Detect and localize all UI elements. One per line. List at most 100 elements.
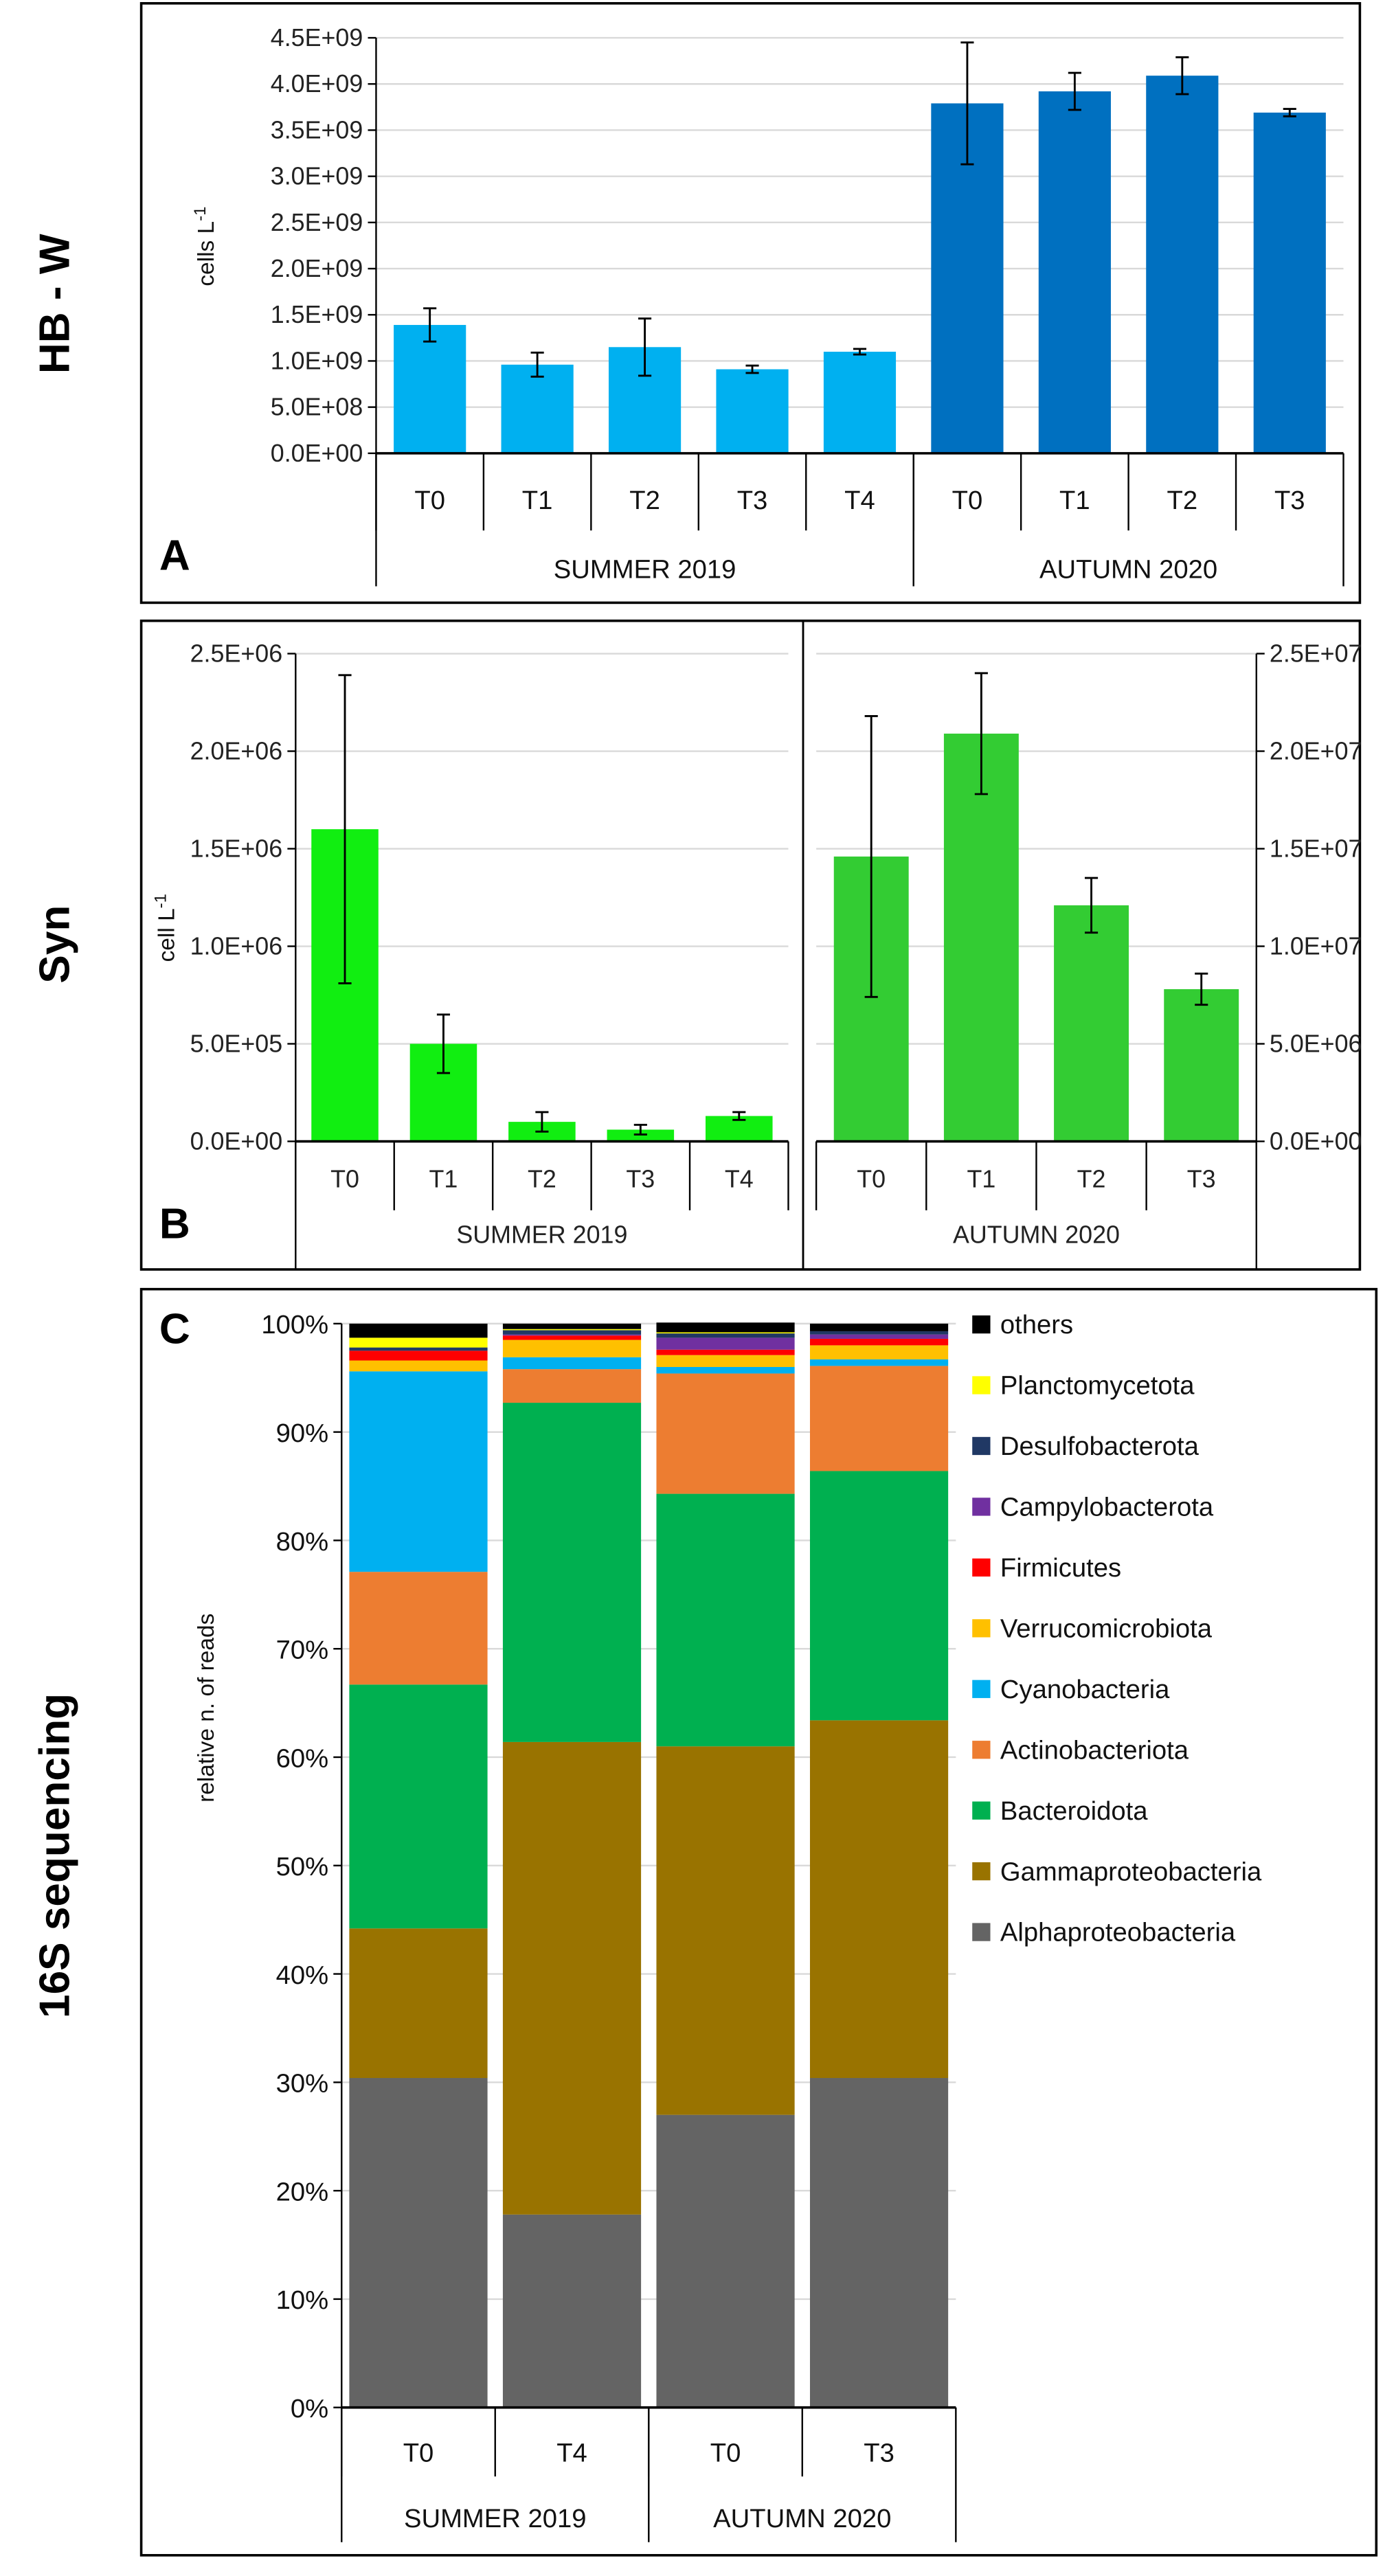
bar-segment-firmicutes xyxy=(809,1338,949,1346)
y-tick-label: 5.0E+05 xyxy=(190,1030,283,1057)
y-tick-label: 3.0E+09 xyxy=(271,163,363,190)
legend-swatch xyxy=(972,1558,991,1577)
category-label: T4 xyxy=(725,1165,754,1193)
y-tick-label: 80% xyxy=(276,1527,329,1557)
bar-segment-cyanobacteria xyxy=(349,1371,488,1572)
legend-swatch xyxy=(972,1741,991,1759)
category-label: T1 xyxy=(1059,486,1090,515)
bar-segment-cyanobacteria xyxy=(809,1359,949,1366)
legend-swatch xyxy=(972,1315,991,1334)
y-tick-label: 40% xyxy=(276,1961,329,1990)
bar-segment-bacteroidota xyxy=(809,1471,949,1721)
category-label: T4 xyxy=(844,486,875,515)
group-label: AUTUMN 2020 xyxy=(1039,555,1217,585)
bar xyxy=(943,733,1019,1142)
bar-segment-planctomycetota xyxy=(502,1329,642,1331)
y-tick-label: 0.0E+00 xyxy=(1270,1127,1362,1155)
legend-swatch xyxy=(972,1923,991,1941)
panel-a-frame xyxy=(139,2,1362,605)
bar-segment-actinobacteriota xyxy=(656,1373,795,1494)
panel-c-frame xyxy=(139,1287,1378,2557)
category-label: T0 xyxy=(857,1165,886,1193)
panel-b-side-label: Syn xyxy=(31,905,78,984)
category-label: T1 xyxy=(967,1165,995,1193)
y-tick-label: 2.5E+09 xyxy=(271,209,363,236)
bar-segment-alphaproteobacteria xyxy=(656,2114,795,2408)
y-tick-label: 70% xyxy=(276,1636,329,1665)
bar-segment-verrucomicrobiota xyxy=(502,1340,642,1357)
y-tick-label: 2.5E+07 xyxy=(1270,640,1362,667)
bar-segment-firmicutes xyxy=(349,1351,488,1361)
y-tick-label: 4.5E+09 xyxy=(271,24,363,52)
category-label: T2 xyxy=(1077,1165,1106,1193)
group-label: AUTUMN 2020 xyxy=(713,2504,891,2533)
bar-segment-actinobacteriota xyxy=(349,1572,488,1685)
panel-a-y-axis-label: cells L-1 xyxy=(191,207,219,286)
category-label: T0 xyxy=(952,486,983,515)
bar xyxy=(1146,76,1219,453)
y-tick-label: 30% xyxy=(276,2069,329,2099)
group-label: SUMMER 2019 xyxy=(404,2504,587,2533)
category-label: T2 xyxy=(528,1165,556,1193)
bar-segment-alphaproteobacteria xyxy=(502,2214,642,2408)
group-label: AUTUMN 2020 xyxy=(953,1221,1120,1249)
bar-segment-desulfobacterota xyxy=(502,1330,642,1335)
bar-segment-desulfobacterota xyxy=(656,1333,795,1338)
y-tick-label: 50% xyxy=(276,1852,329,1882)
y-tick-label: 1.5E+07 xyxy=(1270,835,1362,862)
bar-segment-verrucomicrobiota xyxy=(349,1360,488,1372)
y-tick-label: 90% xyxy=(276,1419,329,1448)
bar-segment-others xyxy=(349,1323,488,1338)
bar-segment-desulfobacterota xyxy=(809,1331,949,1335)
bar-segment-verrucomicrobiota xyxy=(809,1345,949,1359)
bar-segment-others xyxy=(809,1323,949,1331)
y-tick-label: 1.0E+09 xyxy=(271,347,363,374)
legend-label: Bacteroidota xyxy=(1000,1796,1148,1826)
bar-segment-planctomycetota xyxy=(349,1337,488,1348)
category-label: T0 xyxy=(414,486,445,515)
panel-b-frame xyxy=(139,619,1362,1271)
bar xyxy=(1164,988,1239,1142)
bar-segment-campylobacterota xyxy=(656,1337,795,1350)
legend-swatch xyxy=(972,1801,991,1820)
bar-segment-actinobacteriota xyxy=(502,1369,642,1403)
bar xyxy=(1253,112,1326,453)
bar-segment-gammaproteobacteria xyxy=(656,1746,795,2115)
legend-swatch xyxy=(972,1498,991,1516)
y-tick-label: 1.5E+09 xyxy=(271,301,363,328)
y-tick-label: 2.0E+09 xyxy=(271,255,363,282)
legend-swatch xyxy=(972,1436,991,1456)
y-tick-label: 1.5E+06 xyxy=(190,835,283,862)
category-label: T0 xyxy=(710,2439,741,2468)
bar-segment-firmicutes xyxy=(656,1349,795,1355)
legend-swatch xyxy=(972,1619,991,1638)
bar xyxy=(823,352,897,453)
panel-c-side-label: 16S sequencing xyxy=(31,1693,78,2018)
y-tick-label: 20% xyxy=(276,2177,329,2206)
group-label: SUMMER 2019 xyxy=(456,1221,627,1249)
y-tick-label: 1.0E+06 xyxy=(190,932,283,960)
y-tick-label: 0.0E+00 xyxy=(190,1127,283,1155)
bar-segment-campylobacterota xyxy=(502,1334,642,1336)
category-label: T3 xyxy=(737,486,768,515)
bar-segment-desulfobacterota xyxy=(349,1347,488,1351)
y-tick-label: 0% xyxy=(291,2394,328,2424)
category-label: T1 xyxy=(522,486,553,515)
legend-label: Actinobacteriota xyxy=(1000,1735,1189,1765)
legend-label: Desulfobacterota xyxy=(1000,1432,1200,1461)
bar-segment-bacteroidota xyxy=(502,1403,642,1742)
bar xyxy=(501,364,574,453)
bar-segment-alphaproteobacteria xyxy=(809,2078,949,2408)
y-tick-label: 2.5E+06 xyxy=(190,640,283,667)
panel-c-chart: 0% 10% 20% 30% 40% 50% 60% 70% 80% 90% 100% T0 T4 T0 T… xyxy=(261,1310,1262,2542)
group-label: SUMMER 2019 xyxy=(554,555,736,585)
legend-label: Campylobacterota xyxy=(1000,1493,1214,1522)
category-label: T2 xyxy=(629,486,660,515)
bar-segment-verrucomicrobiota xyxy=(656,1355,795,1367)
bar-segment-firmicutes xyxy=(502,1335,642,1340)
y-tick-label: 100% xyxy=(261,1310,328,1340)
bar-segment-gammaproteobacteria xyxy=(502,1741,642,2215)
y-tick-label: 1.0E+07 xyxy=(1270,932,1362,960)
panel-a-side-label: HB - W xyxy=(31,234,78,374)
